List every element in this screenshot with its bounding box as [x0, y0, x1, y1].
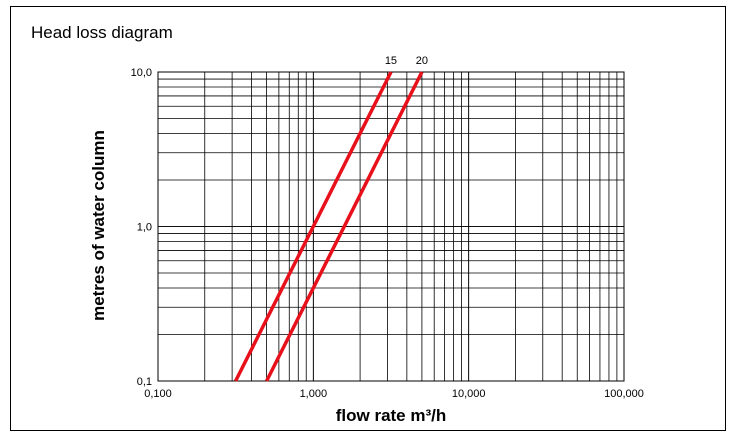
series-line-20	[265, 71, 424, 382]
series-group: 15 20	[234, 55, 428, 382]
y-axis-label: metres of water column	[89, 130, 108, 321]
tick-labels: 0,100 1,000 10,000 100,000 0,1 1,0 10,0	[131, 67, 644, 400]
y-tick-label: 0,1	[137, 376, 152, 388]
series-line-15	[234, 71, 393, 382]
x-tick-label: 100,000	[604, 388, 644, 400]
chart-title: Head loss diagram	[31, 23, 173, 42]
x-axis-label: flow rate m³/h	[336, 406, 447, 425]
series-label-15: 15	[385, 55, 397, 67]
x-tick-label: 1,000	[300, 388, 328, 400]
y-tick-label: 1,0	[137, 222, 152, 234]
series-label-20: 20	[416, 55, 428, 67]
chart-frame	[10, 6, 726, 431]
y-tick-label: 10,0	[131, 67, 152, 79]
x-tick-label: 0,100	[144, 388, 172, 400]
x-tick-label: 10,000	[452, 388, 486, 400]
grid-lines	[157, 71, 625, 382]
